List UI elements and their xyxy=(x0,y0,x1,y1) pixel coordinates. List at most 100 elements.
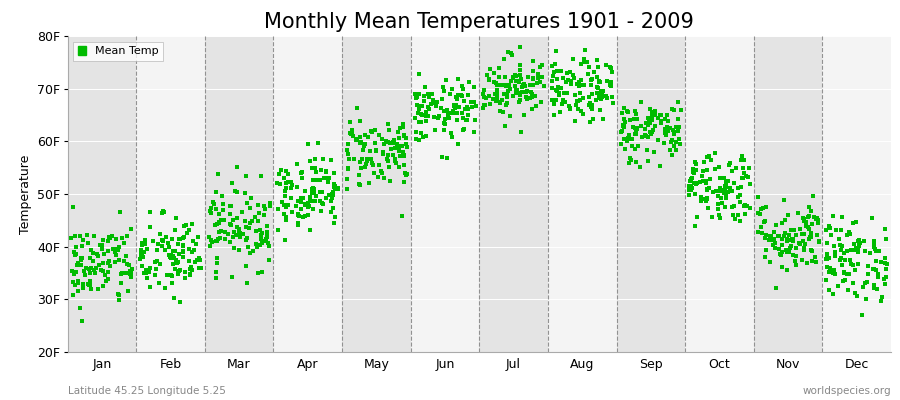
Point xyxy=(419,113,434,120)
Point xyxy=(112,243,126,250)
Point xyxy=(231,246,246,253)
Point xyxy=(589,97,603,103)
Point xyxy=(296,195,310,201)
Point xyxy=(104,235,118,242)
Point xyxy=(799,223,814,229)
Point xyxy=(699,154,714,160)
Point xyxy=(797,241,812,247)
Point xyxy=(260,230,274,237)
Point xyxy=(194,264,208,271)
Point xyxy=(642,119,656,125)
Point xyxy=(785,235,799,242)
Point xyxy=(638,132,652,138)
Point xyxy=(604,79,618,85)
Point xyxy=(595,91,609,97)
Point xyxy=(313,189,328,195)
Point xyxy=(413,130,428,136)
Point xyxy=(651,114,665,121)
Point xyxy=(673,141,688,147)
Point xyxy=(666,127,680,134)
Point xyxy=(701,205,716,211)
Point xyxy=(468,102,482,109)
Point xyxy=(603,64,617,70)
Point xyxy=(531,74,545,81)
Point xyxy=(284,179,298,185)
Point xyxy=(554,68,568,74)
Point xyxy=(793,226,807,232)
Point xyxy=(315,200,329,206)
Point xyxy=(545,73,560,80)
Point xyxy=(844,246,859,253)
Point xyxy=(669,139,683,146)
Point xyxy=(733,218,747,224)
Point xyxy=(193,257,207,264)
Point xyxy=(326,189,340,195)
Point xyxy=(210,238,224,244)
Bar xyxy=(754,36,823,352)
Point xyxy=(84,286,98,292)
Point xyxy=(850,249,865,256)
Point xyxy=(577,82,591,88)
Point xyxy=(576,94,590,101)
Point xyxy=(377,175,392,182)
Point xyxy=(684,183,698,189)
Point xyxy=(170,270,184,276)
Point xyxy=(115,235,130,242)
Point xyxy=(397,153,411,159)
Point xyxy=(165,236,179,242)
Point xyxy=(68,244,83,250)
Point xyxy=(631,143,645,149)
Point xyxy=(66,292,80,298)
Point xyxy=(139,270,153,277)
Point xyxy=(74,256,88,263)
Point xyxy=(859,296,873,302)
Point xyxy=(68,252,82,258)
Point xyxy=(224,222,238,228)
Point xyxy=(526,75,541,81)
Point xyxy=(477,94,491,100)
Point xyxy=(86,232,101,239)
Point xyxy=(117,258,131,265)
Point xyxy=(718,185,733,192)
Point xyxy=(772,233,787,239)
Point xyxy=(326,205,340,212)
Point xyxy=(795,230,809,237)
Point xyxy=(581,71,596,77)
Point xyxy=(669,124,683,130)
Point xyxy=(791,210,806,216)
Point xyxy=(573,108,588,114)
Point xyxy=(233,232,248,238)
Point xyxy=(569,102,583,108)
Point xyxy=(820,253,834,259)
Point xyxy=(767,228,781,235)
Point xyxy=(638,126,652,132)
Point xyxy=(593,92,608,98)
Point xyxy=(849,219,863,225)
Point xyxy=(317,175,331,181)
Point xyxy=(490,86,504,93)
Point xyxy=(670,99,685,106)
Point xyxy=(424,100,438,107)
Point xyxy=(714,187,728,193)
Point xyxy=(87,270,102,276)
Point xyxy=(180,230,194,236)
Point xyxy=(599,62,614,68)
Point xyxy=(91,286,105,292)
Point xyxy=(515,84,529,90)
Point xyxy=(702,153,716,160)
Point xyxy=(450,116,464,123)
Point xyxy=(623,136,637,142)
Point xyxy=(279,214,293,220)
Point xyxy=(630,116,644,122)
Point xyxy=(148,272,162,278)
Point xyxy=(491,74,506,80)
Point xyxy=(801,214,815,220)
Point xyxy=(309,169,323,175)
Point xyxy=(192,265,206,271)
Point xyxy=(301,141,315,147)
Point xyxy=(736,157,751,164)
Point xyxy=(592,79,607,85)
Point xyxy=(788,252,803,259)
Point xyxy=(562,69,577,76)
Point xyxy=(752,229,766,236)
